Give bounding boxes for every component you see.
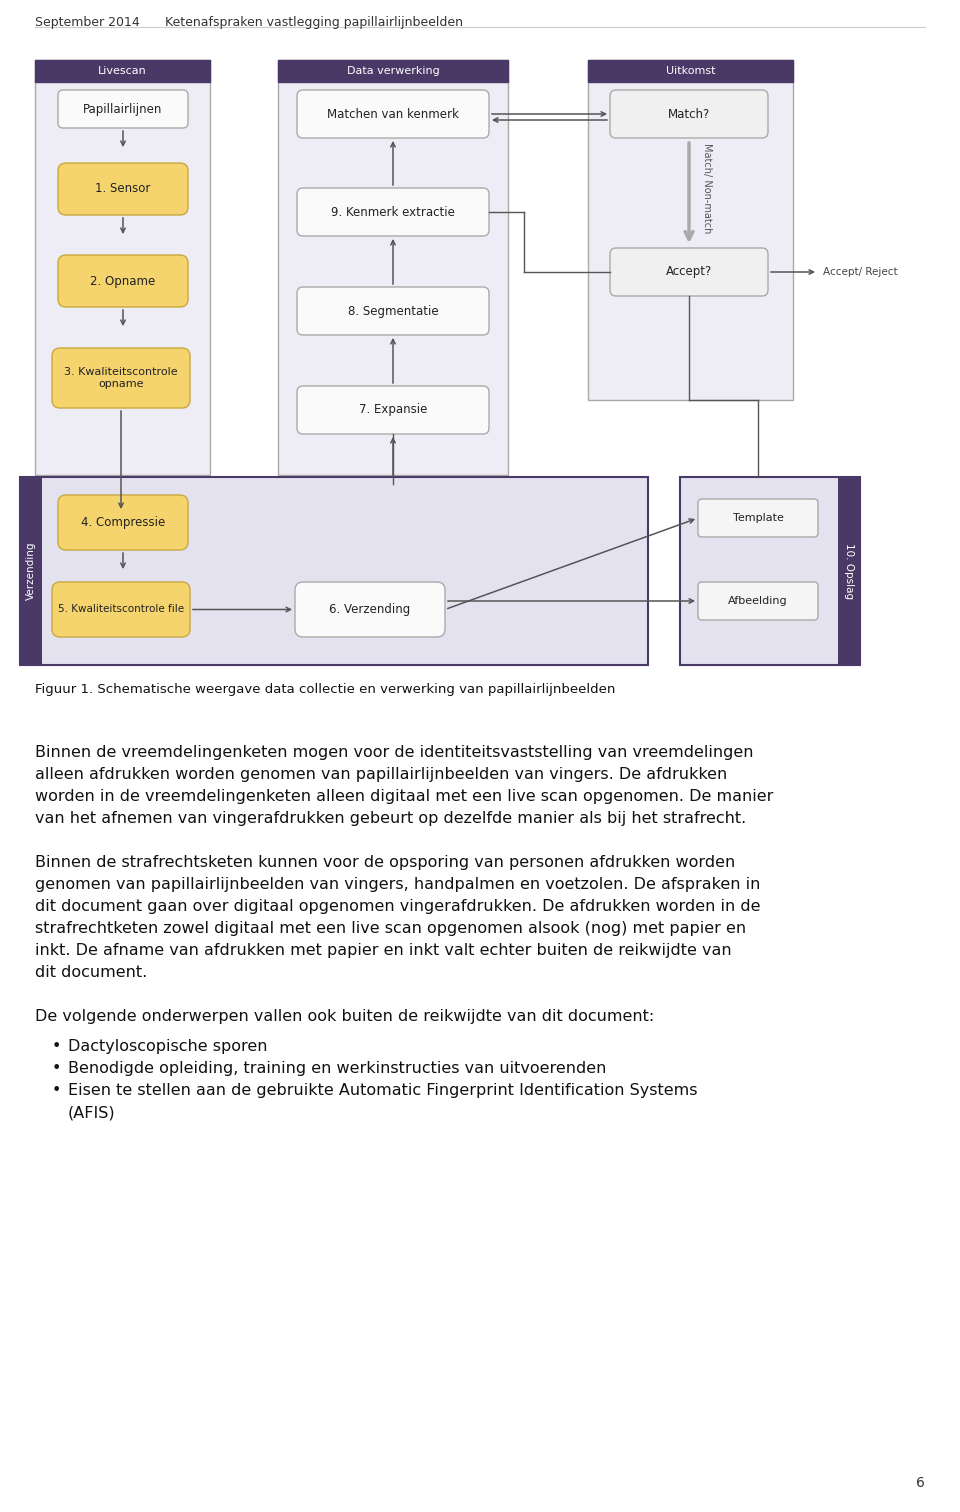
Text: Ketenafspraken vastlegging papillairlijnbeelden: Ketenafspraken vastlegging papillairlijn… bbox=[165, 17, 463, 29]
Text: Benodigde opleiding, training en werkinstructies van uitvoerenden: Benodigde opleiding, training en werkins… bbox=[68, 1061, 607, 1077]
Text: •: • bbox=[52, 1061, 61, 1077]
Text: 5. Kwaliteitscontrole file: 5. Kwaliteitscontrole file bbox=[58, 605, 184, 614]
Text: 7. Expansie: 7. Expansie bbox=[359, 404, 427, 416]
Text: Data verwerking: Data verwerking bbox=[347, 67, 440, 76]
Text: worden in de vreemdelingenketen alleen digitaal met een live scan opgenomen. De : worden in de vreemdelingenketen alleen d… bbox=[35, 789, 774, 804]
FancyBboxPatch shape bbox=[698, 499, 818, 537]
Text: van het afnemen van vingerafdrukken gebeurt op dezelfde manier als bij het straf: van het afnemen van vingerafdrukken gebe… bbox=[35, 810, 746, 826]
FancyBboxPatch shape bbox=[297, 91, 489, 138]
Text: Accept?: Accept? bbox=[666, 266, 712, 278]
Bar bbox=[680, 476, 860, 665]
Text: 6. Verzending: 6. Verzending bbox=[329, 603, 411, 615]
FancyBboxPatch shape bbox=[297, 187, 489, 236]
Text: Afbeelding: Afbeelding bbox=[729, 596, 788, 606]
FancyBboxPatch shape bbox=[52, 348, 190, 408]
Bar bbox=[20, 476, 648, 665]
FancyBboxPatch shape bbox=[58, 256, 188, 307]
Bar bbox=[35, 60, 210, 475]
FancyBboxPatch shape bbox=[58, 494, 188, 550]
Bar bbox=[278, 60, 508, 475]
FancyBboxPatch shape bbox=[610, 248, 768, 296]
Text: genomen van papillairlijnbeelden van vingers, handpalmen en voetzolen. De afspra: genomen van papillairlijnbeelden van vin… bbox=[35, 877, 760, 892]
FancyBboxPatch shape bbox=[610, 91, 768, 138]
Bar bbox=[20, 476, 42, 665]
Text: alleen afdrukken worden genomen van papillairlijnbeelden van vingers. De afdrukk: alleen afdrukken worden genomen van papi… bbox=[35, 767, 728, 782]
Text: Eisen te stellen aan de gebruikte Automatic Fingerprint Identification Systems: Eisen te stellen aan de gebruikte Automa… bbox=[68, 1083, 698, 1098]
Text: Binnen de strafrechtsketen kunnen voor de opsporing van personen afdrukken worde: Binnen de strafrechtsketen kunnen voor d… bbox=[35, 854, 735, 869]
FancyBboxPatch shape bbox=[297, 386, 489, 434]
Text: inkt. De afname van afdrukken met papier en inkt valt echter buiten de reikwijdt: inkt. De afname van afdrukken met papier… bbox=[35, 943, 732, 959]
FancyBboxPatch shape bbox=[297, 287, 489, 336]
Text: •: • bbox=[52, 1083, 61, 1098]
FancyBboxPatch shape bbox=[295, 582, 445, 637]
Text: Figuur 1. Schematische weergave data collectie en verwerking van papillairlijnbe: Figuur 1. Schematische weergave data col… bbox=[35, 683, 615, 696]
Text: Match/ Non-match: Match/ Non-match bbox=[702, 142, 712, 233]
Text: Verzending: Verzending bbox=[26, 541, 36, 600]
Text: Livescan: Livescan bbox=[98, 67, 147, 76]
Text: strafrechtketen zowel digitaal met een live scan opgenomen alsook (nog) met papi: strafrechtketen zowel digitaal met een l… bbox=[35, 921, 746, 936]
Text: Binnen de vreemdelingenketen mogen voor de identiteitsvaststelling van vreemdeli: Binnen de vreemdelingenketen mogen voor … bbox=[35, 745, 754, 761]
Text: 4. Compressie: 4. Compressie bbox=[81, 516, 165, 529]
Text: Matchen van kenmerk: Matchen van kenmerk bbox=[327, 107, 459, 121]
Text: dit document.: dit document. bbox=[35, 965, 147, 980]
Text: (AFIS): (AFIS) bbox=[68, 1105, 115, 1120]
Text: 6: 6 bbox=[916, 1476, 925, 1489]
Text: 8. Segmentatie: 8. Segmentatie bbox=[348, 304, 439, 318]
Text: 1. Sensor: 1. Sensor bbox=[95, 183, 151, 195]
Text: dit document gaan over digitaal opgenomen vingerafdrukken. De afdrukken worden i: dit document gaan over digitaal opgenome… bbox=[35, 900, 760, 913]
Text: 2. Opname: 2. Opname bbox=[90, 275, 156, 287]
Text: 9. Kenmerk extractie: 9. Kenmerk extractie bbox=[331, 206, 455, 219]
Text: Template: Template bbox=[732, 513, 783, 523]
Text: Accept/ Reject: Accept/ Reject bbox=[823, 268, 898, 277]
Text: 3. Kwaliteitscontrole
opname: 3. Kwaliteitscontrole opname bbox=[64, 367, 178, 389]
Bar bbox=[588, 60, 793, 401]
Bar bbox=[35, 60, 210, 82]
FancyBboxPatch shape bbox=[52, 582, 190, 637]
Text: De volgende onderwerpen vallen ook buiten de reikwijdte van dit document:: De volgende onderwerpen vallen ook buite… bbox=[35, 1009, 655, 1024]
Text: Papillairlijnen: Papillairlijnen bbox=[84, 103, 162, 115]
Text: September 2014: September 2014 bbox=[35, 17, 140, 29]
Text: Uitkomst: Uitkomst bbox=[665, 67, 715, 76]
Bar bbox=[278, 60, 508, 82]
Text: Match?: Match? bbox=[668, 107, 710, 121]
Bar bbox=[588, 60, 793, 82]
Text: Dactyloscopische sporen: Dactyloscopische sporen bbox=[68, 1039, 268, 1054]
Text: 10. Opslag: 10. Opslag bbox=[844, 543, 854, 599]
Bar bbox=[838, 476, 860, 665]
FancyBboxPatch shape bbox=[58, 91, 188, 129]
Text: •: • bbox=[52, 1039, 61, 1054]
FancyBboxPatch shape bbox=[698, 582, 818, 620]
FancyBboxPatch shape bbox=[58, 163, 188, 215]
